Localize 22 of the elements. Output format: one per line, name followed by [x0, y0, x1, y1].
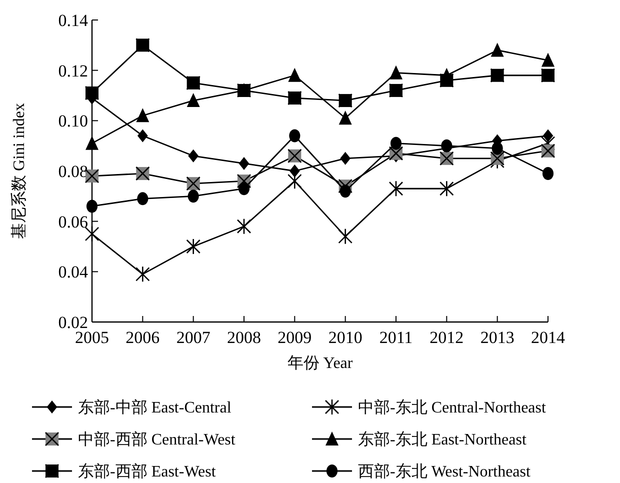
- x-tick-label: 2010: [328, 328, 362, 347]
- legend-label: 东部-西部 East-West: [78, 462, 216, 481]
- x-tick-label: 2013: [480, 328, 514, 347]
- legend-label: 西部-东北 West-Northeast: [358, 462, 532, 481]
- x-tick-label: 2009: [278, 328, 312, 347]
- y-tick-label: 0.04: [58, 262, 88, 282]
- x-tick-label: 2006: [126, 328, 160, 347]
- y-tick-label: 0.10: [58, 112, 88, 131]
- y-tick-label: 0.06: [58, 212, 88, 232]
- x-tick-label: 2012: [430, 328, 464, 347]
- legend-label: 东部-东北 East-Northeast: [358, 430, 527, 449]
- x-axis-title: 年份 Year: [287, 355, 354, 372]
- y-tick-label: 0.12: [58, 61, 88, 80]
- y-tick-label: 0.14: [58, 10, 88, 30]
- legend-label: 中部-东北 Central-Northeast: [358, 398, 547, 417]
- legend-label: 中部-西部 Central-West: [78, 430, 236, 449]
- x-tick-label: 2014: [531, 328, 566, 347]
- legend-label: 东部-中部 East-Central: [78, 398, 232, 417]
- x-tick-label: 2007: [176, 328, 211, 347]
- y-axis-title: 基尼系数 Gini index: [10, 103, 28, 239]
- x-tick-label: 2011: [379, 328, 413, 347]
- x-tick-label: 2008: [227, 328, 261, 347]
